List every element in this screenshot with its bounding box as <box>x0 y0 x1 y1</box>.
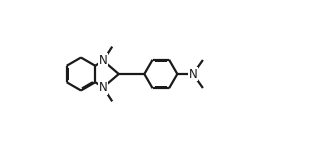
Text: N: N <box>188 67 197 81</box>
Text: N: N <box>99 54 108 67</box>
Text: N: N <box>99 81 108 94</box>
